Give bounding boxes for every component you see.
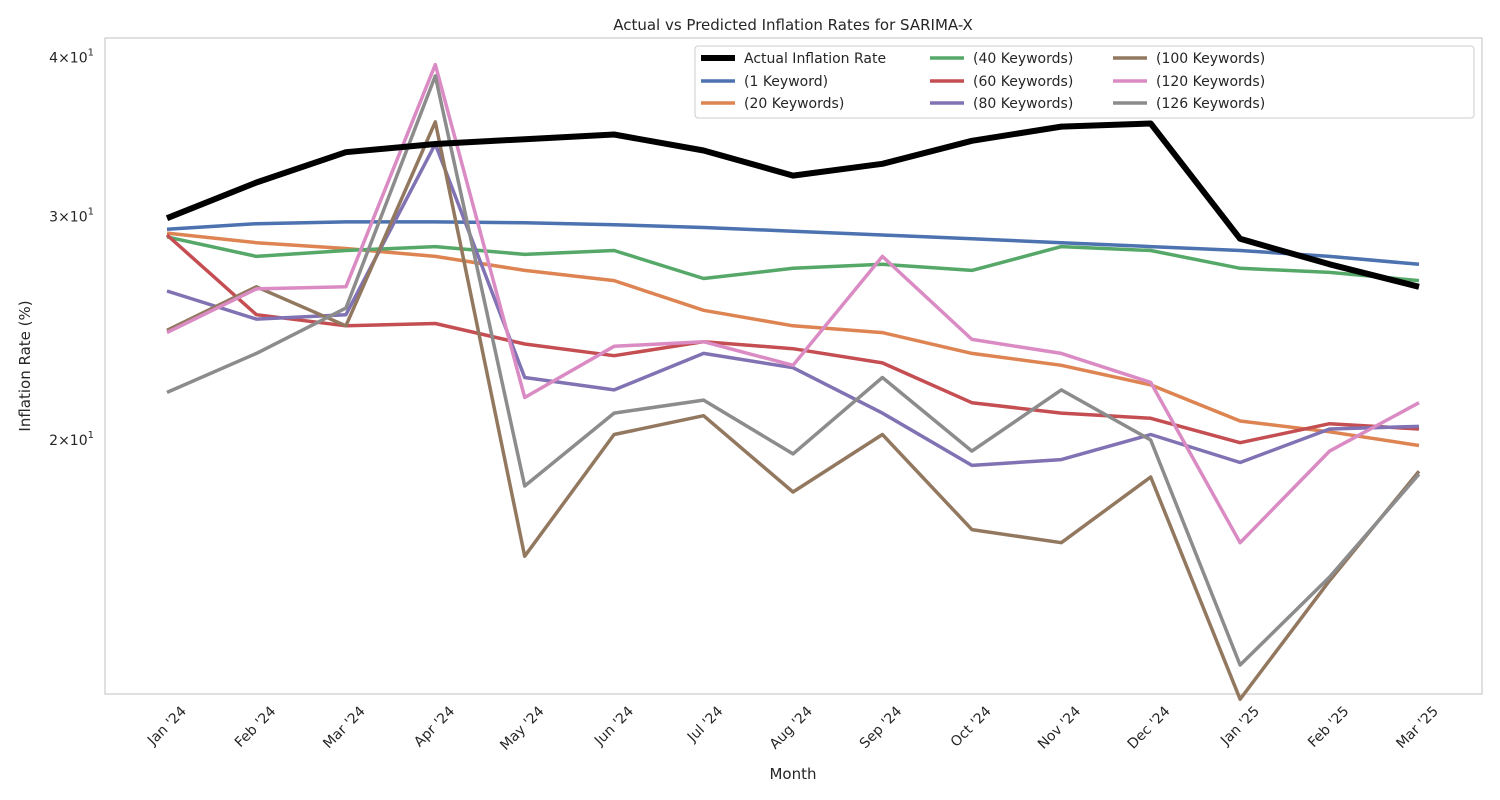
legend-label: Actual Inflation Rate <box>744 51 886 67</box>
x-axis-ticks: Jan '24 Feb '24 Mar '24 Apr '24 May '24 Jun '… <box>144 703 1442 753</box>
x-tick-label: Apr '24 <box>411 703 458 750</box>
x-tick-label: Dec '24 <box>1125 703 1174 752</box>
x-tick-label: May '24 <box>497 703 547 753</box>
series-lines <box>165 62 1421 701</box>
legend-label: (126 Keywords) <box>1156 96 1265 112</box>
x-tick-label: Aug '24 <box>767 703 816 752</box>
legend: Actual Inflation Rate (1 Keyword) (20 Keyw… <box>694 45 1475 119</box>
legend-label: (20 Keywords) <box>744 96 844 112</box>
series-line-8 <box>166 74 1421 667</box>
x-tick-label: Mar '24 <box>320 703 369 752</box>
x-tick-label: Feb '24 <box>232 703 279 750</box>
x-tick-label: Jul '24 <box>684 703 726 745</box>
series-line-4 <box>165 233 1420 445</box>
plot-area <box>104 37 1483 695</box>
series-line-3 <box>166 235 1420 283</box>
chart-title: Actual vs Predicted Inflation Rates for … <box>613 16 973 34</box>
series-line-1 <box>166 220 1420 267</box>
x-tick-label: Mar '25 <box>1393 704 1441 752</box>
x-tick-label: Oct '24 <box>948 703 995 750</box>
y-tick-label: 4×101 <box>49 48 94 67</box>
legend-box <box>694 45 1475 119</box>
x-tick-label: Jun '24 <box>591 703 637 749</box>
x-tick-label: Nov '24 <box>1035 703 1084 752</box>
legend-label: (60 Keywords) <box>973 74 1073 90</box>
y-tick-label: 2×101 <box>49 430 94 449</box>
x-tick-label: Sep '24 <box>857 703 906 752</box>
legend-label: (1 Keyword) <box>744 74 828 90</box>
x-axis-label: Month <box>769 765 816 783</box>
legend-label: (100 Keywords) <box>1156 51 1265 67</box>
legend-label: (40 Keywords) <box>973 51 1073 67</box>
x-tick-label: Feb '25 <box>1305 704 1352 751</box>
series-line-6 <box>166 120 1421 701</box>
x-tick-label: Jan '25 <box>1217 704 1263 750</box>
x-tick-label: Jan '24 <box>144 703 190 749</box>
y-axis-label: Inflation Rate (%) <box>16 300 34 431</box>
y-axis-ticks: 2×101 3×101 4×101 <box>49 48 94 449</box>
legend-label: (120 Keywords) <box>1156 74 1265 90</box>
y-tick-label: 3×101 <box>49 206 94 225</box>
legend-label: (80 Keywords) <box>973 96 1073 112</box>
series-line-0 <box>165 120 1420 290</box>
series-line-2 <box>166 231 1420 448</box>
series-line-7 <box>166 62 1420 545</box>
